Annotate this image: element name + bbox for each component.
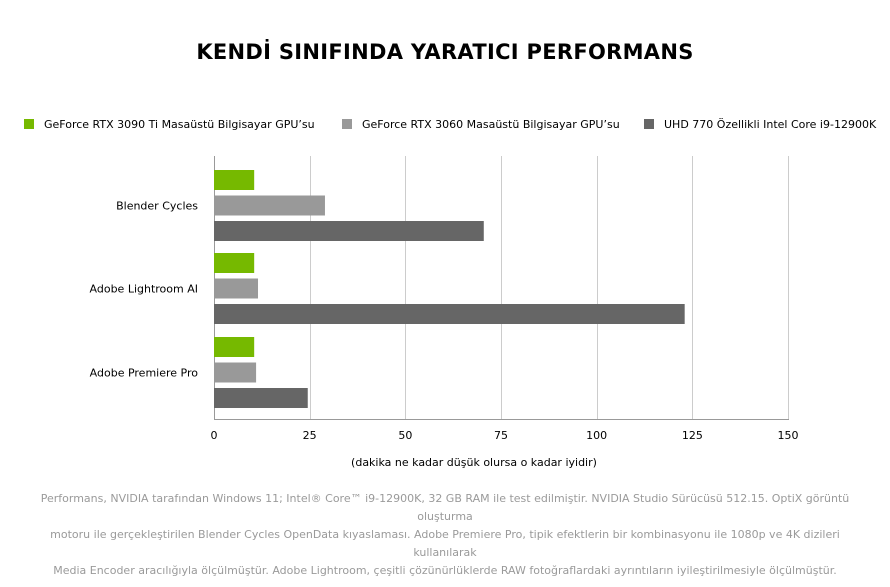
x-tick-label-0: 0 xyxy=(211,429,218,442)
category-label-2: Adobe Lightroom AI xyxy=(90,283,198,296)
x-tick-label-50: 50 xyxy=(398,429,412,442)
bar-3-series-3 xyxy=(214,388,308,408)
bar-2-series-1 xyxy=(214,253,255,273)
legend-label-rtx3060: GeForce RTX 3060 Masaüstü Bilgisayar GPU… xyxy=(362,117,620,131)
category-label-1: Blender Cycles xyxy=(116,200,198,213)
bar-3-series-2 xyxy=(214,362,257,383)
x-tick-label-150: 150 xyxy=(778,429,799,442)
legend-swatch-uhd770 xyxy=(644,119,654,129)
bar-3-series-1 xyxy=(214,337,255,357)
bar-1-series-2 xyxy=(214,195,325,216)
bar-chart: Blender Cycles Adobe Lightroom AI Adobe Pr… xyxy=(90,156,799,469)
category-label-3: Adobe Premiere Pro xyxy=(90,367,199,380)
legend-swatch-rtx3060 xyxy=(342,119,352,129)
x-tick-label-75: 75 xyxy=(494,429,508,442)
legend-swatch-rtx3090ti xyxy=(24,119,34,129)
bar-1-series-3 xyxy=(214,221,484,241)
footnote-line-2: motoru ile gerçekleştirilen Blender Cycl… xyxy=(50,528,840,559)
legend-label-rtx3090ti: GeForce RTX 3090 Ti Masaüstü Bilgisayar … xyxy=(44,117,315,131)
x-tick-label-25: 25 xyxy=(303,429,317,442)
x-tick-label-100: 100 xyxy=(586,429,607,442)
x-axis-label: (dakika ne kadar düşük olursa o kadar iy… xyxy=(351,456,597,469)
bar-2-series-2 xyxy=(214,278,259,299)
footnote: Performans, NVIDIA tarafından Windows 11… xyxy=(20,490,870,580)
x-tick-label-125: 125 xyxy=(682,429,703,442)
bar-1-series-1 xyxy=(214,170,255,190)
legend-item-uhd770: UHD 770 Özellikli Intel Core i9-12900K xyxy=(644,116,876,132)
footnote-line-1: Performans, NVIDIA tarafından Windows 11… xyxy=(40,492,850,523)
legend-item-rtx3060: GeForce RTX 3060 Masaüstü Bilgisayar GPU… xyxy=(342,116,620,132)
chart-title: KENDİ SINIFINDA YARATICI PERFORMANS xyxy=(196,40,694,64)
legend-label-uhd770: UHD 770 Özellikli Intel Core i9-12900K xyxy=(664,117,877,131)
bar-2-series-3 xyxy=(214,304,685,324)
footnote-line-3: Media Encoder aracılığıyla ölçülmüştür. … xyxy=(53,564,837,577)
legend-item-rtx3090ti: GeForce RTX 3090 Ti Masaüstü Bilgisayar … xyxy=(24,116,315,132)
